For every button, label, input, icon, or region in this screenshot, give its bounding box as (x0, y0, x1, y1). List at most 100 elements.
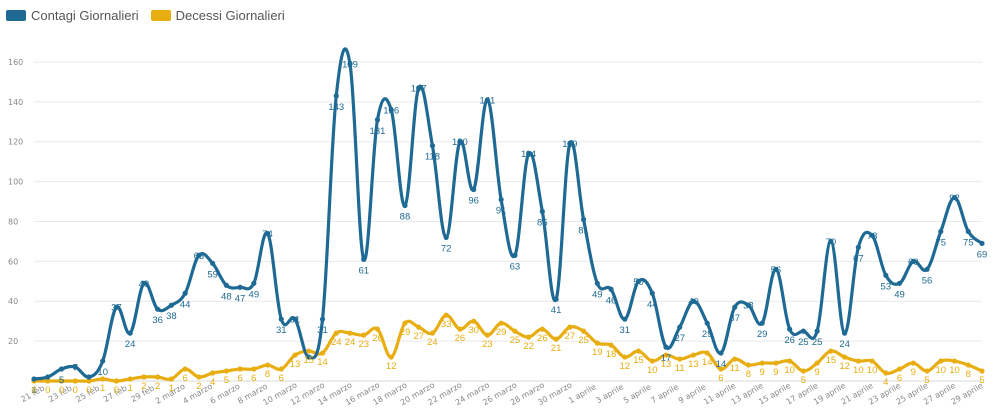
data-point-0 (704, 320, 710, 326)
data-point-0 (649, 290, 655, 296)
data-point-0 (979, 240, 985, 247)
data-point-0 (484, 97, 490, 103)
data-point-0 (127, 330, 133, 336)
data-label-0: 49 (139, 279, 150, 290)
grid-layer (34, 61, 982, 382)
data-point-1 (979, 368, 985, 374)
data-point-0 (553, 296, 559, 302)
data-point-0 (759, 320, 765, 326)
data-label-0: 74 (262, 229, 273, 240)
data-label-0: 49 (592, 289, 603, 300)
data-point-1 (58, 378, 65, 384)
data-point-1 (828, 348, 834, 354)
data-label-0: 92 (949, 193, 960, 204)
data-point-0 (498, 196, 504, 203)
data-point-1 (663, 352, 669, 358)
data-point-1 (855, 358, 861, 364)
data-label-0: 17 (661, 353, 672, 364)
data-point-1 (127, 376, 133, 382)
data-label-1: 10 (949, 365, 960, 376)
data-point-0 (429, 143, 436, 149)
data-point-0 (512, 252, 518, 258)
data-label-1: 24 (345, 337, 356, 348)
data-label-1: 0 (59, 385, 64, 396)
data-point-1 (924, 368, 930, 374)
data-label-0: 27 (674, 333, 685, 344)
data-label-1: 0 (31, 385, 36, 396)
data-point-1 (608, 342, 614, 348)
x-tick-label: 7 aprile (649, 382, 680, 405)
legend-item-contagi[interactable]: Contagi Giornalieri (6, 8, 139, 23)
data-point-0 (677, 324, 683, 330)
data-label-1: 6 (251, 373, 256, 384)
legend-label-decessi: Decessi Giornalieri (175, 7, 285, 23)
data-label-1: 26 (537, 333, 548, 344)
data-label-1: 26 (372, 333, 383, 344)
data-label-1: 8 (966, 369, 971, 380)
data-label-0: 81 (578, 225, 589, 236)
data-label-0: 44 (647, 299, 658, 310)
data-point-1 (526, 334, 532, 340)
data-label-0: 120 (452, 137, 468, 148)
data-point-0 (855, 244, 861, 250)
data-label-1: 4 (210, 377, 215, 388)
data-point-1 (237, 366, 243, 372)
data-point-0 (58, 366, 65, 372)
data-point-0 (745, 302, 752, 308)
data-label-0: 49 (249, 289, 260, 300)
data-point-1 (677, 356, 683, 362)
data-point-1 (319, 350, 326, 356)
data-point-1 (800, 368, 806, 374)
data-label-0: 85 (537, 218, 548, 229)
data-point-1 (196, 374, 202, 380)
data-point-1 (704, 350, 710, 356)
data-point-0 (45, 374, 51, 380)
data-label-1: 5 (801, 375, 806, 386)
data-label-1: 0 (73, 385, 78, 396)
data-point-1 (416, 324, 422, 330)
data-label-0: 14 (716, 359, 727, 370)
data-point-0 (31, 376, 37, 382)
data-point-0 (938, 228, 944, 235)
legend-item-decessi[interactable]: Decessi Giornalieri (150, 7, 285, 23)
data-point-1 (883, 370, 889, 376)
data-label-0: 114 (521, 149, 536, 160)
data-label-0: 49 (894, 289, 905, 300)
data-point-1 (718, 366, 724, 372)
data-point-0 (292, 316, 298, 322)
data-point-0 (622, 316, 628, 322)
data-point-0 (567, 141, 573, 147)
data-label-0: 50 (633, 277, 644, 288)
y-tick-label: 120 (8, 138, 23, 147)
data-point-0 (910, 258, 916, 264)
data-label-0: 60 (908, 257, 919, 268)
data-label-0: 131 (370, 126, 386, 137)
data-label-1: 0 (86, 385, 91, 396)
data-label-0: 69 (977, 249, 988, 260)
data-point-0 (580, 216, 587, 223)
data-label-0: 56 (922, 275, 933, 286)
data-point-1 (539, 326, 545, 332)
data-point-1 (333, 330, 339, 336)
data-label-0: 53 (881, 281, 892, 292)
data-label-1: 12 (386, 361, 397, 372)
data-point-1 (690, 352, 697, 358)
data-label-1: 0 (45, 385, 50, 396)
data-label-0: 10 (97, 367, 108, 378)
data-label-0: 40 (688, 297, 699, 308)
data-label-1: 27 (565, 331, 576, 342)
series-points (31, 61, 985, 384)
data-label-0: 88 (400, 212, 411, 223)
data-point-0 (883, 272, 889, 278)
data-label-1: 6 (279, 373, 284, 384)
data-label-0: 63 (194, 251, 205, 262)
data-point-0 (182, 290, 188, 296)
data-label-1: 5 (224, 375, 229, 386)
data-point-1 (580, 328, 587, 334)
data-label-1: 11 (730, 363, 740, 374)
data-point-1 (471, 318, 477, 324)
data-label-0: 46 (606, 295, 617, 306)
data-label-1: 18 (606, 349, 617, 360)
data-point-0 (800, 328, 806, 334)
